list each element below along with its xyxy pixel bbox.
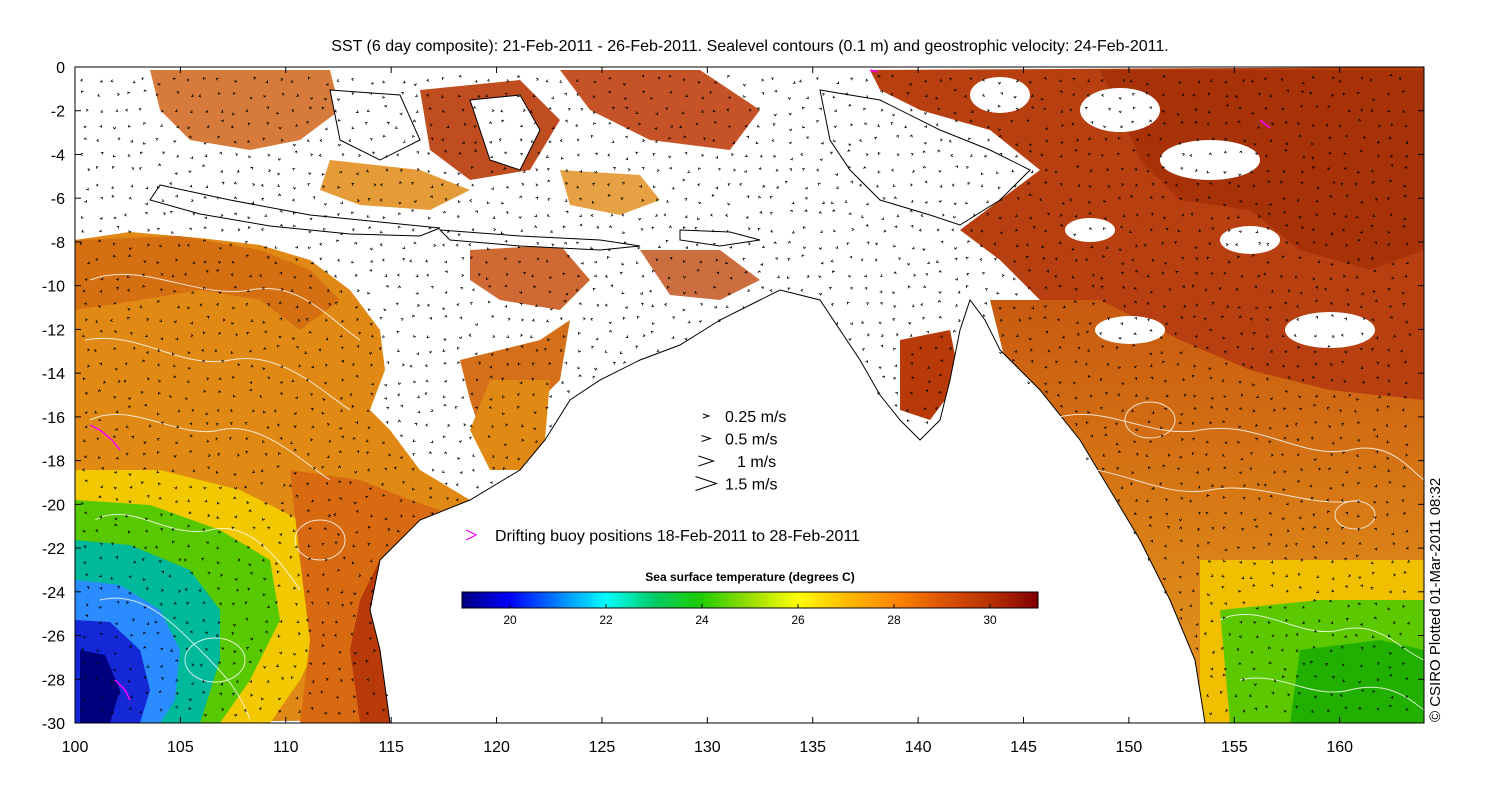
colorbar-tick-label: 28	[887, 613, 901, 627]
velocity-legend-arrow	[698, 455, 716, 467]
y-tick-label: -4	[51, 147, 65, 164]
colorbar-tick-label: 24	[695, 613, 709, 627]
colorbar-tick-label: 22	[599, 613, 613, 627]
sst-field-west	[75, 232, 570, 723]
buoy-legend: Drifting buoy positions 18-Feb-2011 to 2…	[465, 528, 860, 545]
buoy-legend-symbol	[465, 529, 478, 541]
indonesia-islands	[149, 89, 761, 251]
drifting-buoys	[89, 69, 1271, 701]
x-axis-longitude: 100 105 110 115 120 125 130 135 140 145 150 155 160	[62, 67, 1353, 756]
x-tick-label: 100	[62, 739, 89, 756]
y-tick-label: -12	[42, 322, 65, 339]
geostrophic-velocity-arrows	[79, 73, 1412, 717]
velocity-legend-label: 1.5 m/s	[725, 477, 777, 494]
x-tick-label: 145	[1010, 739, 1037, 756]
x-tick-label: 125	[589, 739, 616, 756]
x-tick-label: 120	[483, 739, 510, 756]
y-tick-label: -30	[42, 716, 65, 733]
x-tick-label: 110	[273, 739, 299, 756]
australia-landmass	[369, 289, 1206, 723]
velocity-legend-label: 0.25 m/s	[725, 409, 786, 426]
colorbar-tick-label: 26	[791, 613, 805, 627]
map-panel	[75, 67, 1424, 723]
y-tick-label: -2	[51, 104, 65, 121]
x-tick-label: 140	[905, 739, 932, 756]
velocity-legend-arrow	[695, 476, 719, 491]
x-tick-label: 155	[1221, 739, 1248, 756]
sst-colorbar: Sea surface temperature (degrees C) 20 22…	[461, 570, 1039, 627]
x-tick-label: 150	[1116, 739, 1143, 756]
colorbar-title: Sea surface temperature (degrees C)	[645, 570, 854, 584]
figure-title: SST (6 day composite): 21-Feb-2011 - 26-…	[331, 38, 1168, 55]
y-tick-label: -8	[51, 235, 65, 252]
y-tick-label: -10	[42, 279, 65, 296]
y-axis-latitude: 0 -2 -4 -6 -8 -10 -12 -14 -16 -18 -20 -22 -24 -26 -28 -…	[42, 60, 1424, 733]
cloud-gaps	[970, 77, 1375, 348]
velocity-legend-arrow	[701, 435, 713, 442]
sealevel-contours	[84, 273, 1424, 721]
x-tick-label: 105	[167, 739, 194, 756]
colorbar-gradient	[461, 591, 1039, 609]
velocity-legend-label: 0.5 m/s	[725, 432, 777, 449]
y-tick-label: -20	[42, 497, 65, 514]
y-tick-label: -26	[42, 629, 65, 646]
velocity-field-arrows	[79, 73, 1412, 717]
y-tick-label: 0	[56, 60, 65, 77]
y-tick-label: -16	[42, 410, 65, 427]
colorbar-tick-label: 30	[983, 613, 997, 627]
y-tick-label: -18	[42, 454, 65, 471]
x-tick-label: 135	[799, 739, 826, 756]
buoy-legend-label: Drifting buoy positions 18-Feb-2011 to 2…	[495, 528, 860, 545]
velocity-legend-arrow	[702, 413, 711, 419]
y-tick-label: -22	[42, 541, 65, 558]
velocity-legend-label: 1 m/s	[737, 454, 776, 471]
x-tick-label: 115	[378, 739, 404, 756]
map-frame	[74, 66, 1425, 724]
credit-text: © CSIRO Plotted 01-Mar-2011 08:32	[1427, 478, 1444, 722]
y-tick-label: -14	[42, 366, 65, 383]
colorbar-tick-label: 20	[503, 613, 517, 627]
y-tick-label: -24	[42, 585, 65, 602]
y-tick-label: -6	[51, 191, 65, 208]
velocity-legend: 0.25 m/s 0.5 m/s 1 m/s 1.5 m/s	[695, 409, 786, 494]
x-tick-label: 160	[1326, 739, 1353, 756]
x-tick-label: 130	[694, 739, 721, 756]
y-tick-label: -28	[42, 672, 65, 689]
colorbar-ticks: 20 22 24 26 28 30	[503, 604, 997, 627]
new-guinea-landmass	[819, 89, 1031, 226]
